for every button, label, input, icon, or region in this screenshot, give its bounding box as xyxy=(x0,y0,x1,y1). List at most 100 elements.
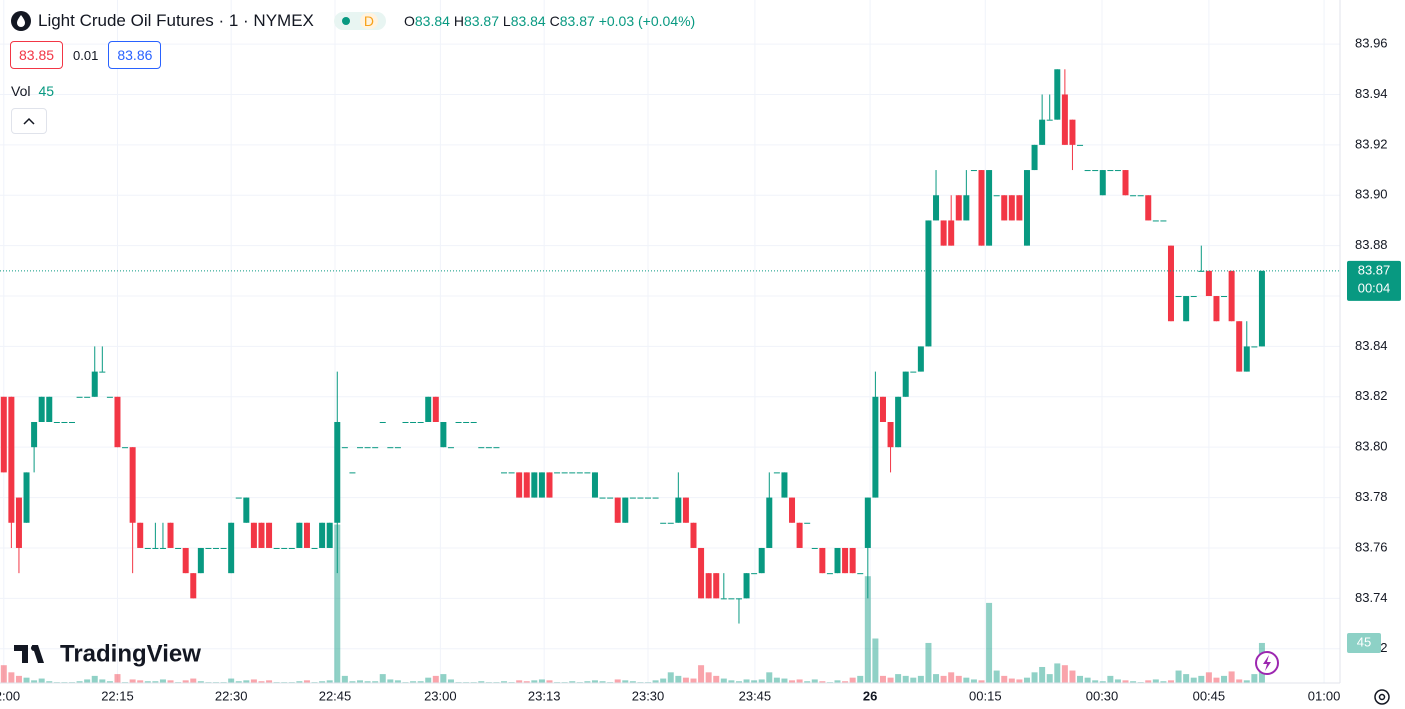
candle-body xyxy=(228,522,235,574)
volume-bar xyxy=(99,679,106,683)
h-label: H xyxy=(453,13,464,29)
candle-body xyxy=(804,522,811,524)
volume-bar xyxy=(432,675,439,683)
candle-body xyxy=(501,472,508,474)
candle-body xyxy=(364,447,371,449)
volume-bar xyxy=(1023,677,1030,683)
candle-body xyxy=(53,421,60,423)
volume-bar xyxy=(1236,679,1243,683)
vol-legend: Vol 45 xyxy=(11,83,54,99)
volume-bar xyxy=(1046,674,1053,683)
volume-bar xyxy=(417,681,424,683)
candle-body xyxy=(182,547,189,574)
chevron-path xyxy=(23,117,35,125)
candle-body xyxy=(440,421,447,448)
settings-gear[interactable] xyxy=(1374,689,1390,705)
volume-bar xyxy=(144,681,151,683)
volume-bar xyxy=(834,680,841,683)
candle-body xyxy=(106,396,113,398)
candle-body xyxy=(538,472,545,498)
x-tick-label: 23:30 xyxy=(632,688,665,703)
candle-body xyxy=(334,421,341,523)
candle-body xyxy=(410,421,417,423)
candle-body xyxy=(963,195,970,221)
settings-icon[interactable] xyxy=(1374,689,1390,705)
vol-value: 45 xyxy=(38,83,55,99)
candle-body xyxy=(1205,270,1212,297)
volume-bar xyxy=(1190,677,1197,683)
candle-body xyxy=(1031,144,1038,171)
volume-bar xyxy=(713,675,720,683)
volume-bar xyxy=(1069,670,1076,683)
candle-body xyxy=(554,472,561,474)
candle-body xyxy=(819,547,826,574)
y-tick-label: 83.88 xyxy=(1355,237,1388,252)
volume-bar xyxy=(501,681,508,683)
volume-bar xyxy=(599,681,606,683)
candle-body xyxy=(826,573,833,575)
volume-bar xyxy=(319,681,326,683)
candle-body xyxy=(485,447,492,449)
candle-body xyxy=(735,598,742,600)
volume-bar xyxy=(1008,678,1015,683)
x-tick-label: 23:45 xyxy=(739,688,772,703)
candle-body xyxy=(1084,170,1091,172)
volume-bar xyxy=(266,680,273,683)
candle-body xyxy=(986,170,993,246)
sell-button[interactable]: 83.85 xyxy=(10,41,64,69)
volume-bar xyxy=(910,677,917,683)
candle-body xyxy=(1236,321,1243,372)
volume-bar xyxy=(478,681,485,683)
candle-body xyxy=(1160,220,1167,222)
volume-bar xyxy=(364,681,371,683)
collapse-button[interactable] xyxy=(11,108,47,134)
volume-bar xyxy=(698,665,705,683)
volume-bar xyxy=(38,678,45,683)
volume-bar xyxy=(842,681,849,683)
trade-row: 83.85 0.01 83.86 xyxy=(10,41,162,69)
replay-icon[interactable] xyxy=(1255,651,1279,675)
candle-body xyxy=(159,547,166,549)
candle-body xyxy=(144,547,151,549)
volume-bar xyxy=(76,681,83,683)
icon-drop xyxy=(17,15,25,27)
c-label: C xyxy=(549,13,560,29)
low: 83.84 xyxy=(510,13,546,29)
x-tick-label: 23:13 xyxy=(528,688,561,703)
candle-body xyxy=(1175,296,1182,298)
volume-bar xyxy=(1167,680,1174,683)
candle-body xyxy=(637,497,644,499)
candle-body xyxy=(728,598,735,600)
candle-body xyxy=(1054,69,1061,120)
candle-body xyxy=(591,472,598,498)
symbol-title[interactable]: Light Crude Oil Futures · 1 · NYMEX xyxy=(38,11,314,30)
volume-bar xyxy=(410,681,417,683)
candle-body xyxy=(250,522,257,548)
close: 83.87 xyxy=(559,13,595,29)
vol-label: Vol xyxy=(11,83,31,99)
buy-button[interactable]: 83.86 xyxy=(108,41,162,69)
volume-bar xyxy=(993,670,1000,683)
candle-body xyxy=(114,396,121,448)
candle-body xyxy=(1016,195,1023,221)
candle-body xyxy=(1228,270,1235,322)
volume-bar xyxy=(0,665,7,683)
candle-body xyxy=(311,547,318,549)
volume-bar xyxy=(1054,663,1061,683)
candle-body xyxy=(129,447,136,523)
status-pill[interactable]: D xyxy=(333,12,386,30)
candle-body xyxy=(705,573,712,599)
candle-body xyxy=(1183,296,1190,322)
volume-bar xyxy=(569,681,576,683)
volume-bar xyxy=(84,679,91,683)
chevron xyxy=(23,117,35,125)
status-letter: D xyxy=(359,13,378,29)
candle-body xyxy=(31,421,38,448)
volume-bar xyxy=(357,680,364,683)
volume-bar xyxy=(1092,680,1099,683)
volume-bar xyxy=(917,675,924,683)
volume-bar xyxy=(349,681,356,683)
volume-bar xyxy=(925,642,932,683)
candle-body xyxy=(773,472,780,474)
